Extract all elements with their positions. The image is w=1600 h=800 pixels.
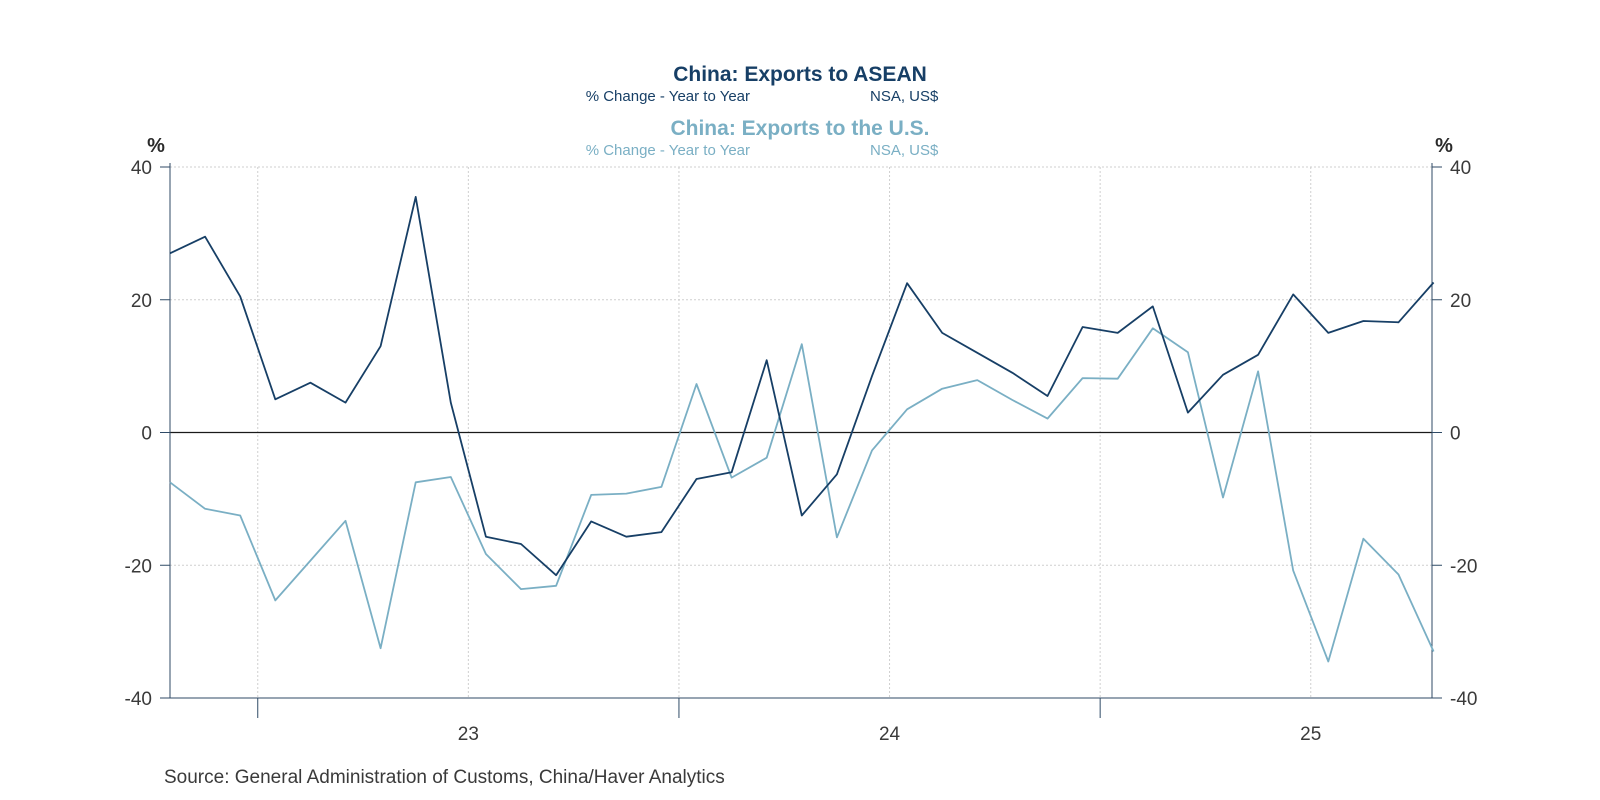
y-unit-right: % [1435,135,1453,157]
x-axis-labels: 23 24 25 [458,724,1322,745]
y-tick-label-right: 40 [1450,158,1471,179]
subtitle-series2-left: % Change - Year to Year [586,142,750,159]
subtitle-series1-left: % Change - Year to Year [586,88,750,105]
title-series1: China: Exports to ASEAN [673,63,927,86]
series-lines [169,196,1435,663]
y-unit-left: % [147,135,165,157]
y-axis-left-ticks: 40 20 0 -20 -40 [125,158,170,710]
x-tick-label: 24 [879,724,901,745]
y-tick-label-left: 20 [131,291,152,312]
x-tick-label: 23 [458,724,479,745]
x-tick-label: 25 [1300,724,1321,745]
y-tick-label-left: -20 [125,556,152,577]
axes [169,163,1433,718]
subtitle-series2-right: NSA, US$ [870,142,939,159]
series-line-us [169,327,1435,663]
y-tick-label-right: 0 [1450,424,1461,445]
y-tick-label-left: 40 [131,158,152,179]
series-line-asean [169,196,1435,577]
subtitle-series1-right: NSA, US$ [870,88,939,105]
y-axis-right-ticks: 40 20 0 -20 -40 [1432,158,1477,710]
y-tick-label-right: -40 [1450,689,1477,710]
y-tick-label-right: 20 [1450,291,1471,312]
source-note: Source: General Administration of Custom… [164,767,725,788]
y-tick-label-left: -40 [125,689,152,710]
title-series2: China: Exports to the U.S. [670,117,929,140]
y-tick-label-right: -20 [1450,556,1477,577]
y-tick-label-left: 0 [141,424,152,445]
